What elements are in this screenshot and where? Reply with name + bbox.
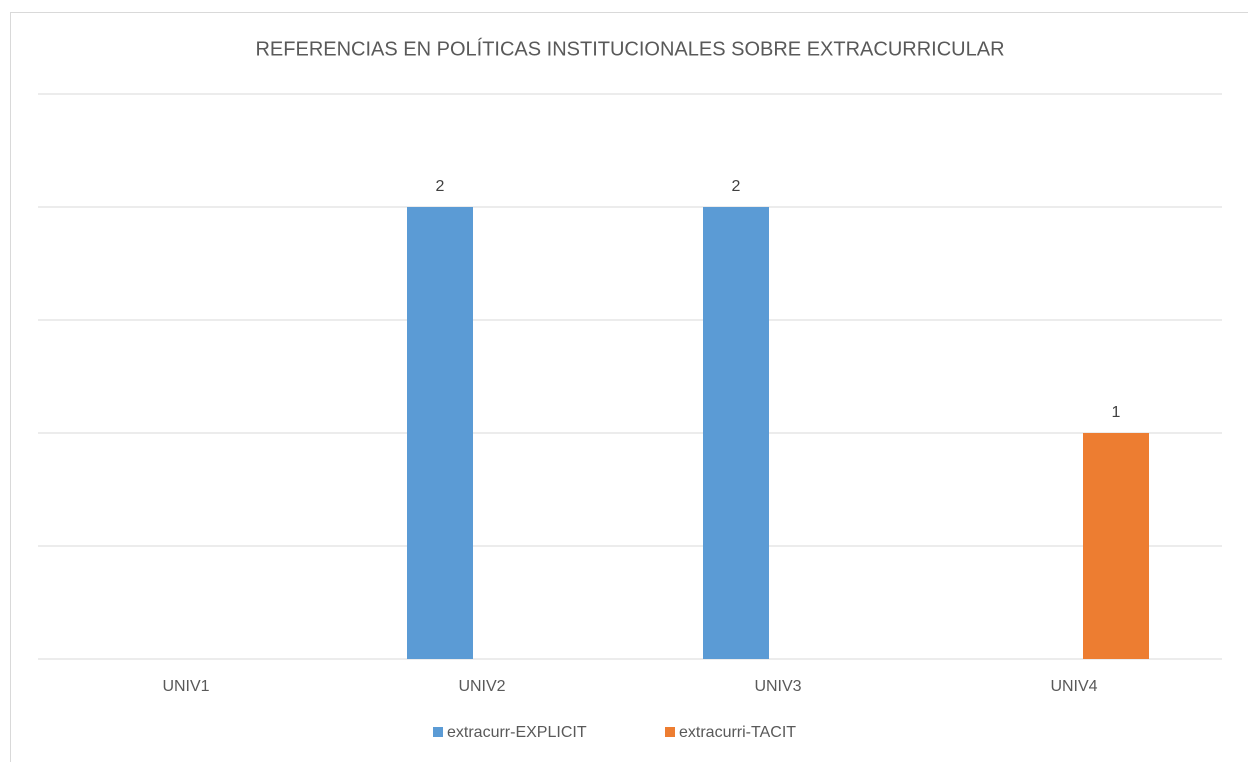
chart-title: REFERENCIAS EN POLÍTICAS INSTITUCIONALES… bbox=[255, 37, 1004, 60]
legend-swatch bbox=[433, 727, 443, 737]
legend-label: extracurri-TACIT bbox=[679, 724, 796, 741]
data-label: 2 bbox=[732, 178, 741, 195]
data-label: 1 bbox=[1112, 404, 1121, 421]
bar bbox=[1083, 433, 1149, 659]
legend-label: extracurr-EXPLICIT bbox=[447, 724, 587, 741]
bar bbox=[703, 207, 769, 659]
x-tick-label: UNIV3 bbox=[754, 678, 801, 695]
legend-swatch bbox=[665, 727, 675, 737]
x-tick-label: UNIV1 bbox=[162, 678, 209, 695]
chart-frame bbox=[11, 13, 1248, 763]
data-label: 2 bbox=[436, 178, 445, 195]
x-tick-label: UNIV4 bbox=[1050, 678, 1097, 695]
x-tick-label: UNIV2 bbox=[458, 678, 505, 695]
bar bbox=[407, 207, 473, 659]
